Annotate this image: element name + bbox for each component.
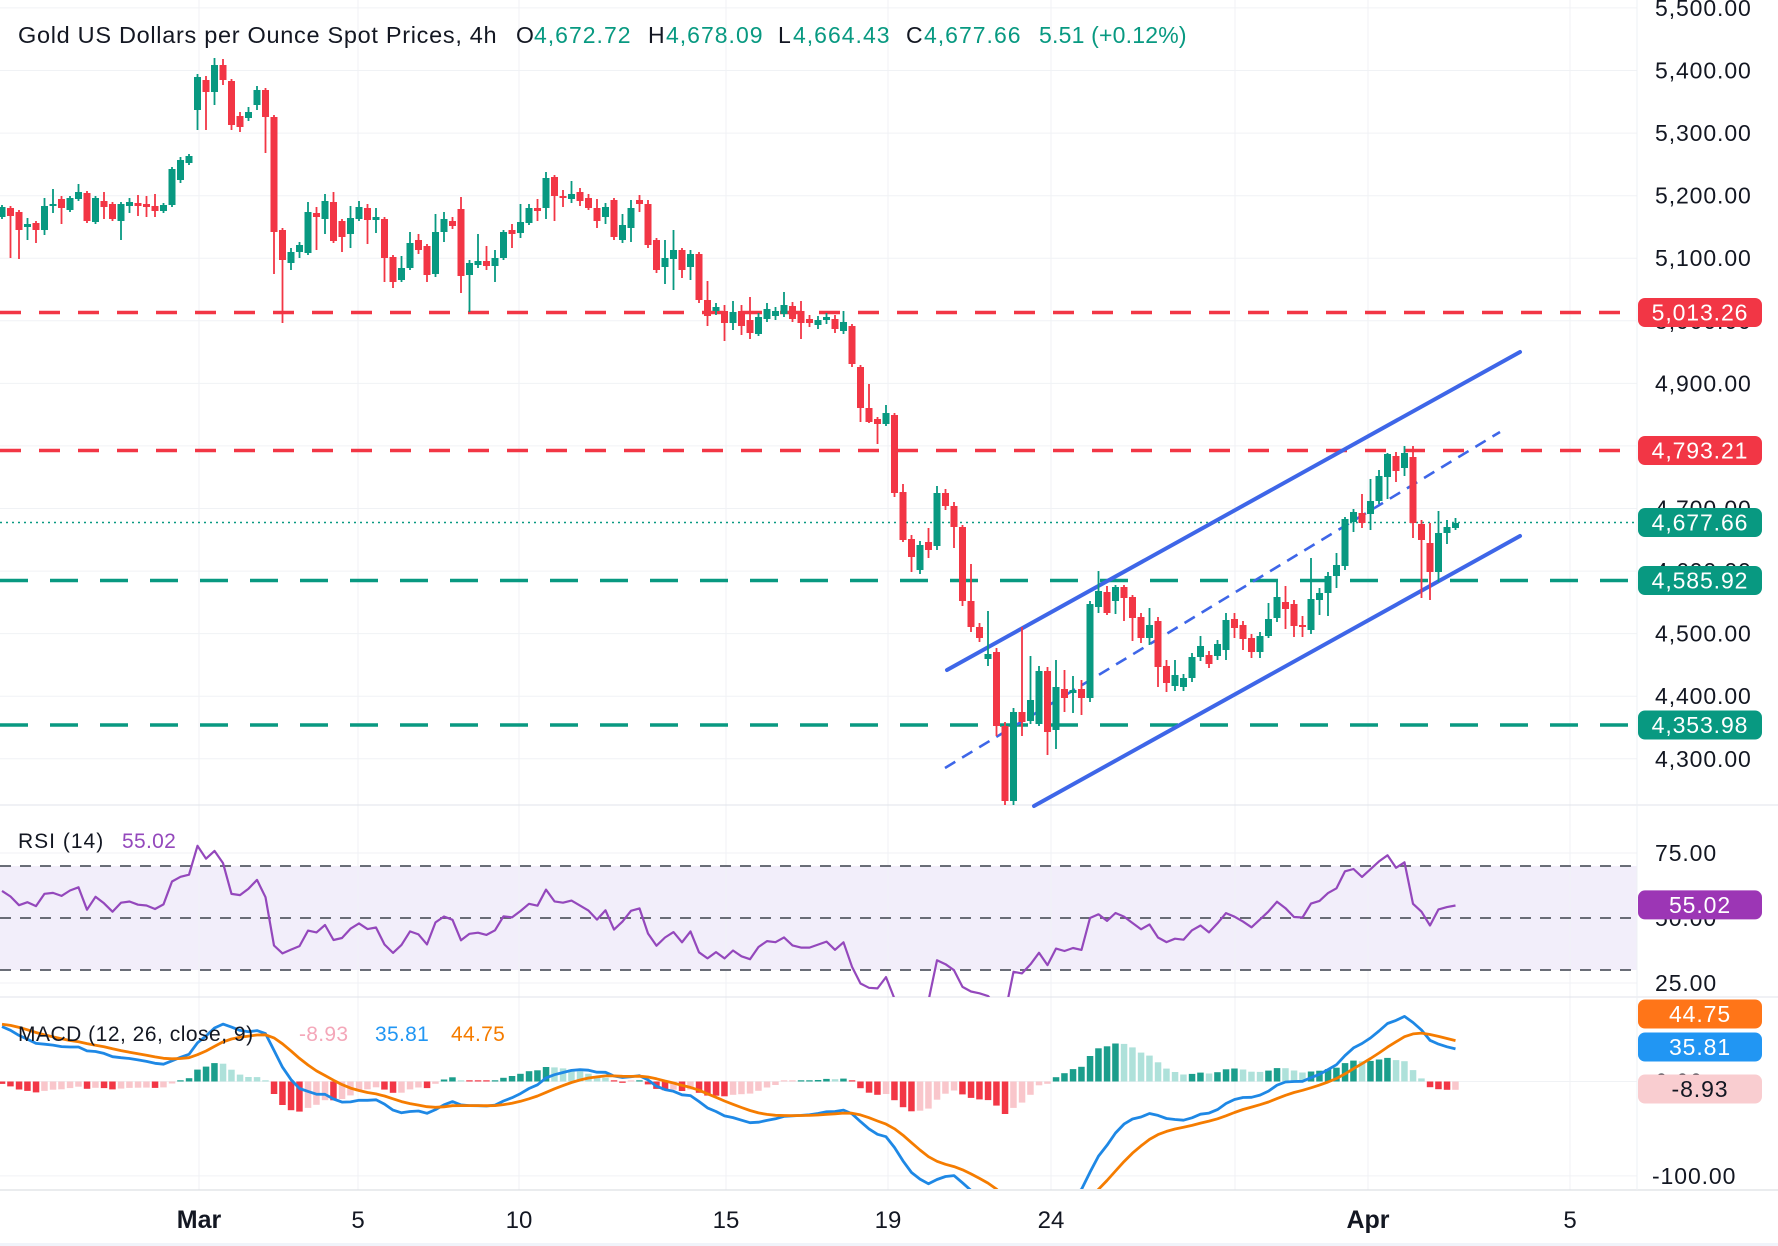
svg-text:5,200.00: 5,200.00 [1655, 183, 1752, 209]
svg-text:24: 24 [1038, 1207, 1065, 1234]
svg-text:4,678.09: 4,678.09 [666, 22, 764, 48]
svg-text:Gold US Dollars per Ounce Spot: Gold US Dollars per Ounce Spot Prices, 4… [18, 22, 497, 48]
svg-text:L: L [778, 22, 791, 48]
svg-text:55.02: 55.02 [1669, 892, 1731, 918]
svg-text:4,500.00: 4,500.00 [1655, 621, 1752, 647]
svg-text:MACD (12, 26, close, 9): MACD (12, 26, close, 9) [18, 1023, 254, 1046]
svg-text:4,900.00: 4,900.00 [1655, 370, 1752, 396]
svg-text:-100.00: -100.00 [1652, 1163, 1736, 1189]
svg-text:4,672.72: 4,672.72 [534, 22, 632, 48]
svg-text:5: 5 [1563, 1207, 1576, 1234]
svg-text:44.75: 44.75 [1669, 1001, 1731, 1027]
svg-text:4,353.98: 4,353.98 [1652, 712, 1749, 738]
svg-text:5,500.00: 5,500.00 [1655, 0, 1752, 21]
svg-text:RSI (14): RSI (14) [18, 830, 104, 853]
svg-text:35.81: 35.81 [1669, 1034, 1731, 1060]
svg-text:75.00: 75.00 [1655, 840, 1717, 866]
svg-text:4,793.21: 4,793.21 [1652, 438, 1749, 464]
svg-text:44.75: 44.75 [451, 1023, 505, 1046]
svg-text:-8.93: -8.93 [1672, 1076, 1729, 1102]
svg-text:H: H [648, 22, 665, 48]
svg-text:4,585.92: 4,585.92 [1652, 568, 1749, 594]
svg-text:4,677.66: 4,677.66 [924, 22, 1022, 48]
svg-text:15: 15 [713, 1207, 740, 1234]
svg-text:25.00: 25.00 [1655, 970, 1717, 996]
svg-text:4,400.00: 4,400.00 [1655, 683, 1752, 709]
svg-text:55.02: 55.02 [122, 830, 176, 853]
svg-text:4,677.66: 4,677.66 [1652, 510, 1749, 536]
svg-text:Apr: Apr [1346, 1206, 1389, 1234]
svg-text:C: C [906, 22, 923, 48]
svg-text:Mar: Mar [177, 1206, 222, 1234]
svg-text:5,300.00: 5,300.00 [1655, 120, 1752, 146]
svg-text:5,100.00: 5,100.00 [1655, 245, 1752, 271]
svg-text:-8.93: -8.93 [299, 1023, 348, 1046]
svg-text:4,300.00: 4,300.00 [1655, 746, 1752, 772]
svg-text:5,013.26: 5,013.26 [1652, 300, 1749, 326]
svg-text:5,400.00: 5,400.00 [1655, 58, 1752, 84]
svg-text:5.51 (+0.12%): 5.51 (+0.12%) [1039, 22, 1187, 48]
svg-text:5: 5 [351, 1207, 364, 1234]
svg-text:4,664.43: 4,664.43 [793, 22, 891, 48]
svg-text:19: 19 [875, 1207, 902, 1234]
svg-text:35.81: 35.81 [375, 1023, 429, 1046]
svg-text:10: 10 [506, 1207, 533, 1234]
svg-text:O: O [516, 22, 534, 48]
